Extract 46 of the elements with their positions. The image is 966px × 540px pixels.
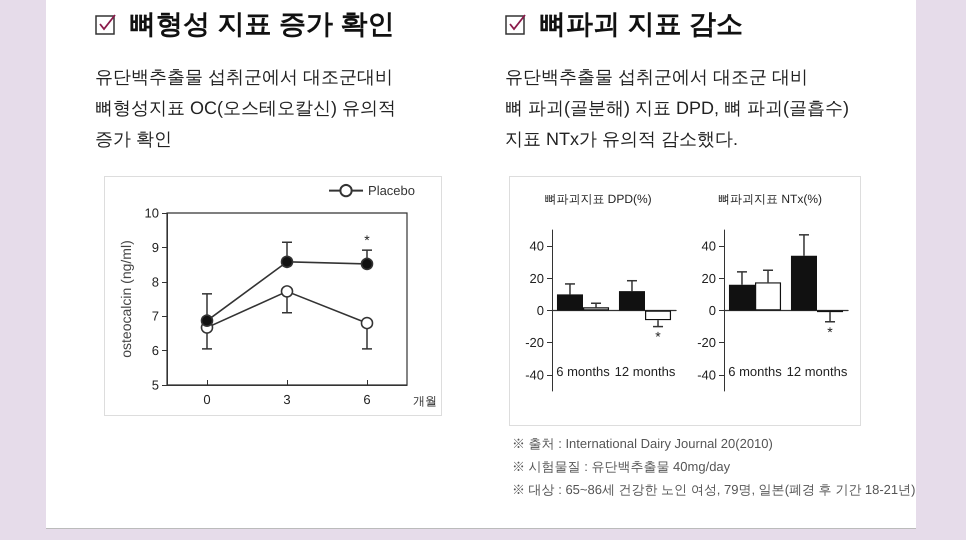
- x-tick-label: 6 months: [728, 364, 782, 379]
- annotation: *: [827, 324, 834, 340]
- chart-title: 뼈파괴지표 DPD(%): [544, 192, 652, 206]
- text: 뼈파괴 지표 감소: [539, 8, 744, 41]
- text: ※ 대상 : 65~86세 건강한 노인 여성, 79명, 일본(폐경 후 기간 18-21년): [512, 481, 916, 499]
- bar: [645, 310, 672, 320]
- annotation: *: [364, 232, 370, 248]
- point: [200, 314, 214, 327]
- y-tick-label: 5: [152, 378, 159, 392]
- text: ※ 출처 : International Dairy Journal 20(2010): [512, 435, 774, 453]
- chart-title: 뼈형성 지표 증가 확인: [129, 8, 395, 41]
- y-tick-label: 20: [530, 270, 544, 286]
- y-tick-label: 20: [702, 270, 716, 286]
- y-tick-label: 6: [152, 343, 159, 358]
- legend-label: Placebo: [368, 183, 416, 198]
- point: [360, 258, 374, 270]
- y-tick-label: 40: [702, 238, 716, 254]
- annotation: *: [655, 328, 662, 345]
- y-tick-label: 40: [530, 238, 544, 254]
- y-tick-label: 8: [152, 274, 159, 290]
- x-tick-label: 12 months: [786, 364, 848, 379]
- y-tick-label: -40: [525, 367, 544, 382]
- chart-subtitle: 유단백추출물 섭취군에서 대조군대비 뼈형성지표 OC(오스테오칼신) 유의적 증가 확인: [95, 66, 397, 151]
- text: ※ 시험물질 : 유단백추출물 40mg/day: [512, 458, 732, 476]
- y-tick-label: -40: [697, 367, 716, 382]
- y-tick-label: 10: [144, 206, 159, 220]
- y-tick-label: 0: [708, 303, 716, 318]
- y-axis-title: osteocalcin (ng/ml): [118, 240, 134, 358]
- chart-title: 뼈파괴지표 NTx(%): [718, 192, 822, 206]
- y-tick-label: -20: [697, 335, 716, 350]
- x-tick-label: 6 months: [556, 364, 610, 379]
- point: [280, 285, 294, 298]
- point: [280, 256, 294, 268]
- x-tick-label: 0: [203, 392, 211, 407]
- x-axis-title: 개월: [413, 394, 437, 408]
- bar: [790, 256, 817, 310]
- y-tick-label: 7: [152, 308, 159, 324]
- point: [360, 316, 374, 330]
- y-tick-label: -20: [525, 335, 544, 350]
- y-tick-label: 0: [536, 303, 544, 318]
- x-tick-label: 12 months: [614, 364, 676, 379]
- text: 유단백추출물 섭취군에서 대조군 대비 뼈 파괴(골분해) 지표 DPD, 뼈 파괴(골흡수) 지표 NTx가 유의적 감소했다.: [505, 66, 850, 151]
- y-tick-label: 9: [152, 240, 159, 255]
- bar: [618, 291, 645, 310]
- x-tick-label: 3: [283, 392, 291, 407]
- x-tick-label: 6: [363, 392, 371, 407]
